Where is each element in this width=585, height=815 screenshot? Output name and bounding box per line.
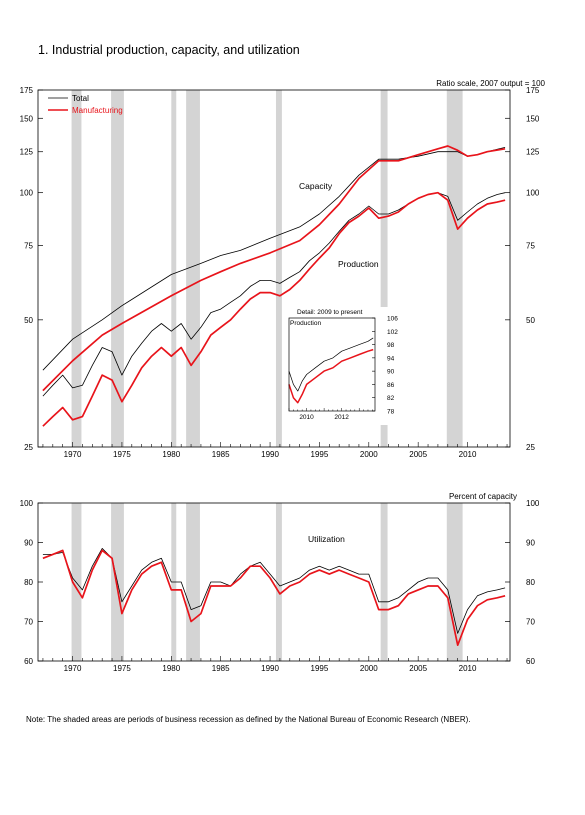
x-tick-label: 2010 — [459, 450, 477, 459]
x-tick-label: 2010 — [459, 664, 477, 673]
line-inset-total — [288, 337, 374, 392]
x-tick-label: 2005 — [409, 664, 427, 673]
y-tick-label-left: 50 — [24, 316, 33, 325]
y-tick-label-right: 90 — [526, 539, 535, 548]
recession-band — [446, 90, 463, 447]
inset-production-label: Production — [290, 320, 321, 327]
x-tick-label: 2005 — [409, 450, 427, 459]
y-tick-label-left: 125 — [20, 148, 34, 157]
y-axis-ticks: 60 60 70 70 80 80 90 90 100 100 — [20, 499, 540, 666]
y-tick-label-right: 70 — [526, 618, 535, 627]
recession-band — [186, 503, 200, 661]
inset-frame — [288, 317, 376, 412]
y-tick-label-left: 175 — [20, 86, 34, 95]
y-tick-label-right: 100 — [526, 189, 540, 198]
y-tick-label-right: 175 — [526, 86, 540, 95]
x-tick-label: 1985 — [212, 664, 230, 673]
y-tick-label-right: 80 — [526, 578, 535, 587]
inset-y-tick-label: 98 — [387, 342, 395, 349]
inset-chart: 78 82 86 90 94 98 102 106 2010 2012 Detail: 2009… — [285, 307, 401, 425]
plot-frame — [37, 89, 511, 448]
x-axis-ticks: 1970 1975 1980 1985 1990 1995 2000 2005 2010 — [42, 656, 508, 673]
y-tick-label-right: 75 — [526, 241, 535, 250]
recession-band — [380, 90, 388, 447]
x-tick-label: 1975 — [113, 450, 131, 459]
legend: Total Manufacturing — [48, 94, 123, 115]
y-tick-label-left: 150 — [20, 114, 34, 123]
recession-band — [71, 503, 82, 661]
y-tick-label-left: 100 — [20, 189, 34, 198]
capacity-annotation: Capacity — [299, 181, 333, 191]
line-inset-mfg — [288, 348, 374, 404]
scale-note: Percent of capacity — [449, 492, 517, 501]
y-tick-label-left: 90 — [24, 539, 33, 548]
line-cap-mfg — [42, 145, 506, 392]
recession-bands — [71, 503, 463, 661]
inset-y-tick-label: 82 — [387, 395, 395, 402]
y-tick-label-left: 60 — [24, 657, 33, 666]
recession-bands — [71, 90, 463, 447]
utilization-annotation: Utilization — [308, 534, 345, 544]
inset-background — [285, 307, 401, 425]
footnote: Note: The shaded areas are periods of bu… — [26, 715, 471, 724]
recession-band — [446, 503, 463, 661]
x-tick-label: 1995 — [311, 450, 329, 459]
line-util-total — [42, 548, 506, 634]
recession-band — [171, 90, 177, 447]
x-tick-label: 1970 — [64, 450, 82, 459]
inset-x-tick-label: 2012 — [334, 414, 349, 421]
figure-title: 1. Industrial production, capacity, and … — [38, 43, 300, 57]
inset-y-tick-label: 78 — [387, 409, 395, 416]
x-tick-label: 1975 — [113, 664, 131, 673]
y-tick-label-right: 150 — [526, 114, 540, 123]
y-tick-label-right: 60 — [526, 657, 535, 666]
y-tick-label-left: 75 — [24, 241, 33, 250]
x-axis-ticks: 1970 1975 1980 1985 1990 1995 2000 2005 2010 — [42, 442, 508, 459]
x-tick-label: 1970 — [64, 664, 82, 673]
y-tick-label-right: 125 — [526, 148, 540, 157]
x-tick-label: 1985 — [212, 450, 230, 459]
y-tick-label-right: 100 — [526, 499, 540, 508]
recession-band — [275, 503, 282, 661]
legend-total-label: Total — [72, 94, 89, 103]
inset-y-tick-label: 102 — [387, 329, 398, 336]
x-tick-label: 1980 — [162, 450, 180, 459]
x-tick-label: 2000 — [360, 664, 378, 673]
inset-y-tick-label: 90 — [387, 369, 395, 376]
x-tick-label: 1995 — [311, 664, 329, 673]
y-tick-label-left: 80 — [24, 578, 33, 587]
x-tick-label: 1990 — [261, 664, 279, 673]
index-chart: 25 25 50 50 75 75 100 100 125 125 150 150 175 175 197… — [20, 79, 546, 459]
production-annotation: Production — [338, 259, 379, 269]
scale-note: Ratio scale, 2007 output = 100 — [436, 79, 545, 88]
y-tick-label-right: 25 — [526, 443, 535, 452]
legend-manufacturing-label: Manufacturing — [72, 106, 123, 115]
plot-frame — [37, 502, 511, 662]
x-tick-label: 1990 — [261, 450, 279, 459]
y-tick-label-right: 50 — [526, 316, 535, 325]
line-util-mfg — [42, 549, 506, 647]
x-tick-label: 2000 — [360, 450, 378, 459]
series-lines — [42, 548, 506, 647]
series-lines — [42, 145, 506, 427]
inset-y-tick-label: 86 — [387, 382, 395, 389]
inset-y-tick-label: 94 — [387, 355, 395, 362]
y-tick-label-left: 100 — [20, 499, 34, 508]
inset-x-tick-label: 2010 — [299, 414, 314, 421]
x-tick-label: 1980 — [162, 664, 180, 673]
recession-band — [71, 90, 82, 447]
recession-band — [380, 503, 388, 661]
recession-band — [275, 90, 282, 447]
line-prod-mfg — [42, 191, 506, 427]
inset-title: Detail: 2009 to present — [297, 309, 363, 316]
inset-series-lines — [288, 337, 374, 404]
inset-y-tick-label: 106 — [387, 316, 398, 323]
y-tick-label-left: 70 — [24, 618, 33, 627]
y-tick-label-left: 25 — [24, 443, 33, 452]
